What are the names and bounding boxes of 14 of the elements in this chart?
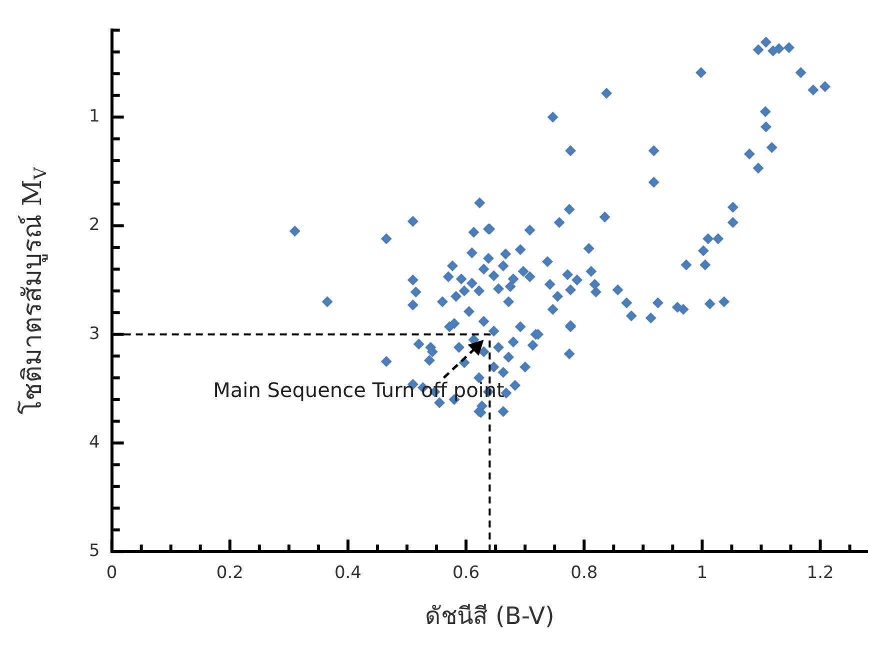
x-axis-title: ดัชนีสี (B-V) [424,602,554,630]
x-tick-label: 0 [106,563,118,584]
x-tick-label: 0.8 [570,563,598,584]
y-tick-label: 2 [88,215,100,236]
y-tick-label: 4 [88,432,100,452]
y-tick-label: 1 [88,106,100,127]
y-axis-title: โชติมาตรสัมบูรณ์ MV [16,166,50,414]
x-tick-label: 1.2 [806,563,834,584]
x-tick-label: 1 [696,563,708,584]
y-tick-label: 3 [88,324,100,344]
y-tick-label: 5 [88,541,100,562]
x-tick-label: 0.6 [452,563,480,584]
x-tick-label: 0.2 [216,563,244,584]
x-tick-label: 0.4 [334,563,362,584]
